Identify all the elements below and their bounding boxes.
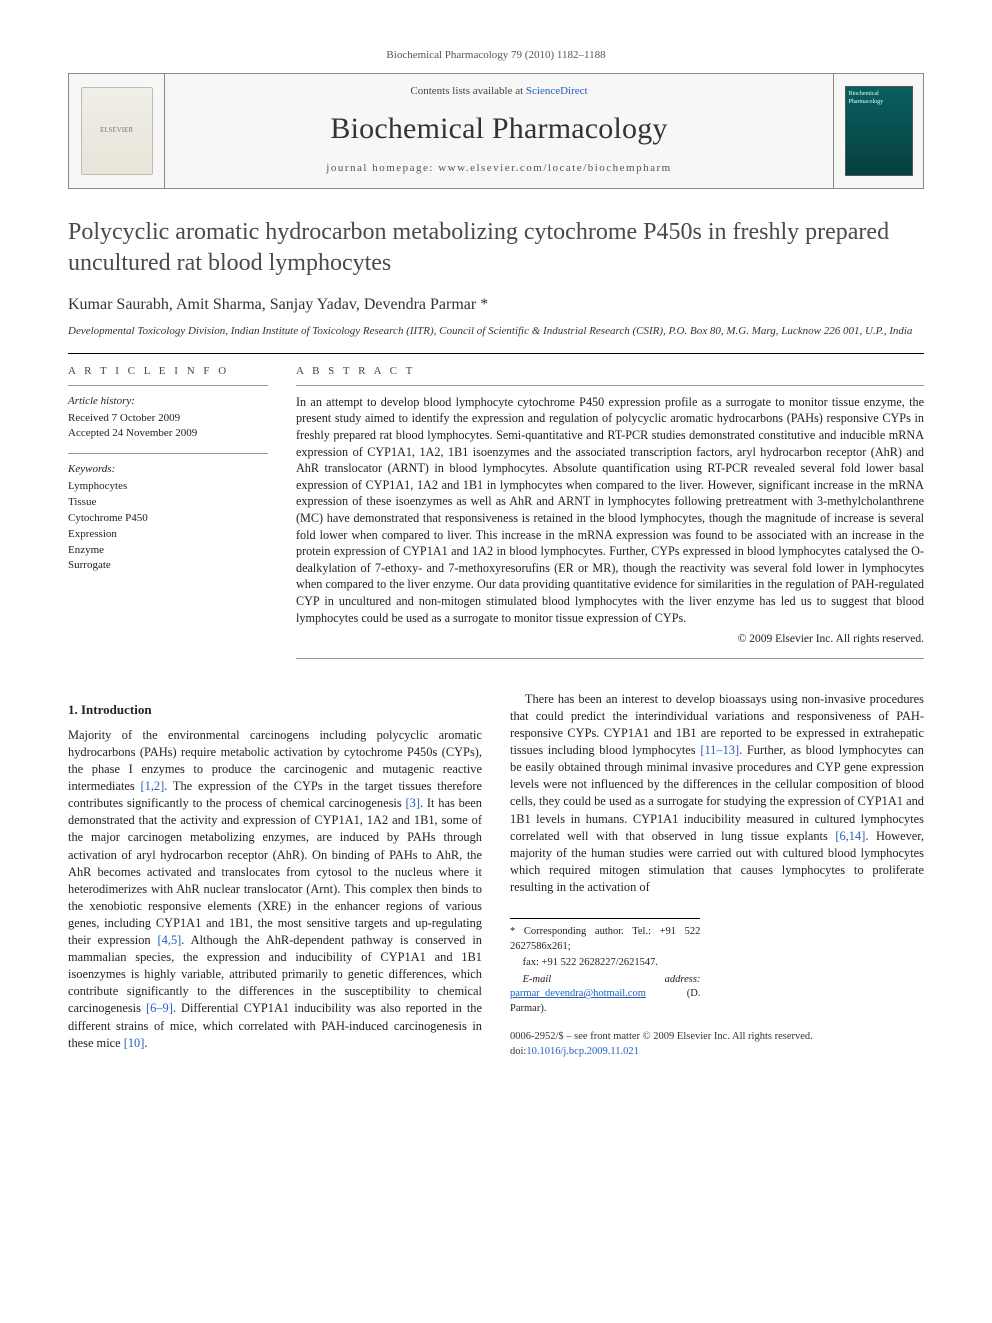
accepted-date: Accepted 24 November 2009 bbox=[68, 426, 268, 441]
citation-link[interactable]: [10] bbox=[124, 1036, 145, 1050]
divider bbox=[68, 385, 268, 386]
email-line: E-mail address: parmar_devendra@hotmail.… bbox=[510, 973, 700, 1016]
keyword: Surrogate bbox=[68, 558, 268, 573]
journal-homepage: journal homepage: www.elsevier.com/locat… bbox=[173, 161, 825, 176]
body-paragraph: Majority of the environmental carcinogen… bbox=[68, 727, 482, 1052]
front-matter-line: 0006-2952/$ – see front matter © 2009 El… bbox=[510, 1030, 924, 1044]
body-text: . bbox=[144, 1036, 147, 1050]
author-list: Kumar Saurabh, Amit Sharma, Sanjay Yadav… bbox=[68, 294, 924, 316]
keyword: Expression bbox=[68, 527, 268, 542]
email-label: E-mail address: bbox=[523, 974, 701, 985]
keyword: Tissue bbox=[68, 495, 268, 510]
abstract-heading: A B S T R A C T bbox=[296, 364, 924, 379]
divider bbox=[68, 353, 924, 354]
citation-link[interactable]: [11–13] bbox=[700, 743, 739, 757]
abstract-copyright: © 2009 Elsevier Inc. All rights reserved… bbox=[296, 632, 924, 648]
email-link[interactable]: parmar_devendra@hotmail.com bbox=[510, 988, 646, 999]
corresponding-author: * Corresponding author. Tel.: +91 522 26… bbox=[510, 925, 700, 954]
citation-link[interactable]: [1,2] bbox=[141, 779, 165, 793]
keywords-label: Keywords: bbox=[68, 462, 268, 477]
citation-link[interactable]: [4,5] bbox=[158, 933, 182, 947]
contents-prefix: Contents lists available at bbox=[410, 85, 525, 97]
received-date: Received 7 October 2009 bbox=[68, 411, 268, 426]
footer-meta: 0006-2952/$ – see front matter © 2009 El… bbox=[510, 1030, 924, 1059]
doi-line: doi:10.1016/j.bcp.2009.11.021 bbox=[510, 1045, 924, 1059]
abstract-column: A B S T R A C T In an attempt to develop… bbox=[296, 364, 924, 667]
running-head: Biochemical Pharmacology 79 (2010) 1182–… bbox=[68, 48, 924, 63]
keyword: Lymphocytes bbox=[68, 479, 268, 494]
journal-name: Biochemical Pharmacology bbox=[173, 109, 825, 150]
keyword: Enzyme bbox=[68, 543, 268, 558]
affiliation: Developmental Toxicology Division, India… bbox=[68, 324, 924, 339]
doi-link[interactable]: 10.1016/j.bcp.2009.11.021 bbox=[526, 1046, 638, 1057]
citation-link[interactable]: [6,14] bbox=[835, 829, 865, 843]
article-body: 1. Introduction Majority of the environm… bbox=[68, 691, 924, 1059]
body-paragraph: There has been an interest to develop bi… bbox=[510, 691, 924, 896]
citation-link[interactable]: [3] bbox=[406, 796, 420, 810]
section-heading: 1. Introduction bbox=[68, 701, 482, 719]
article-info-column: A R T I C L E I N F O Article history: R… bbox=[68, 364, 268, 667]
citation-link[interactable]: [6–9] bbox=[146, 1001, 173, 1015]
divider bbox=[296, 385, 924, 386]
elsevier-logo: ELSEVIER bbox=[81, 87, 153, 175]
sciencedirect-link[interactable]: ScienceDirect bbox=[526, 85, 588, 97]
keyword: Cytochrome P450 bbox=[68, 511, 268, 526]
footnotes: * Corresponding author. Tel.: +91 522 26… bbox=[510, 918, 700, 1016]
divider bbox=[68, 453, 268, 454]
journal-cover-thumbnail: Biochemical Pharmacology bbox=[845, 86, 913, 176]
article-history-label: Article history: bbox=[68, 394, 268, 409]
doi-label: doi: bbox=[510, 1046, 526, 1057]
article-info-heading: A R T I C L E I N F O bbox=[68, 364, 268, 379]
journal-header: ELSEVIER Contents lists available at Sci… bbox=[68, 73, 924, 189]
article-title: Polycyclic aromatic hydrocarbon metaboli… bbox=[68, 217, 924, 278]
body-text: . It has been demonstrated that the acti… bbox=[68, 796, 482, 947]
publisher-logo-cell: ELSEVIER bbox=[69, 74, 165, 188]
cover-thumb-cell: Biochemical Pharmacology bbox=[833, 74, 923, 188]
abstract-text: In an attempt to develop blood lymphocyt… bbox=[296, 394, 924, 626]
divider bbox=[296, 658, 924, 659]
journal-header-center: Contents lists available at ScienceDirec… bbox=[165, 74, 833, 188]
contents-available-line: Contents lists available at ScienceDirec… bbox=[173, 84, 825, 99]
fax-line: fax: +91 522 2628227/2621547. bbox=[510, 956, 700, 970]
